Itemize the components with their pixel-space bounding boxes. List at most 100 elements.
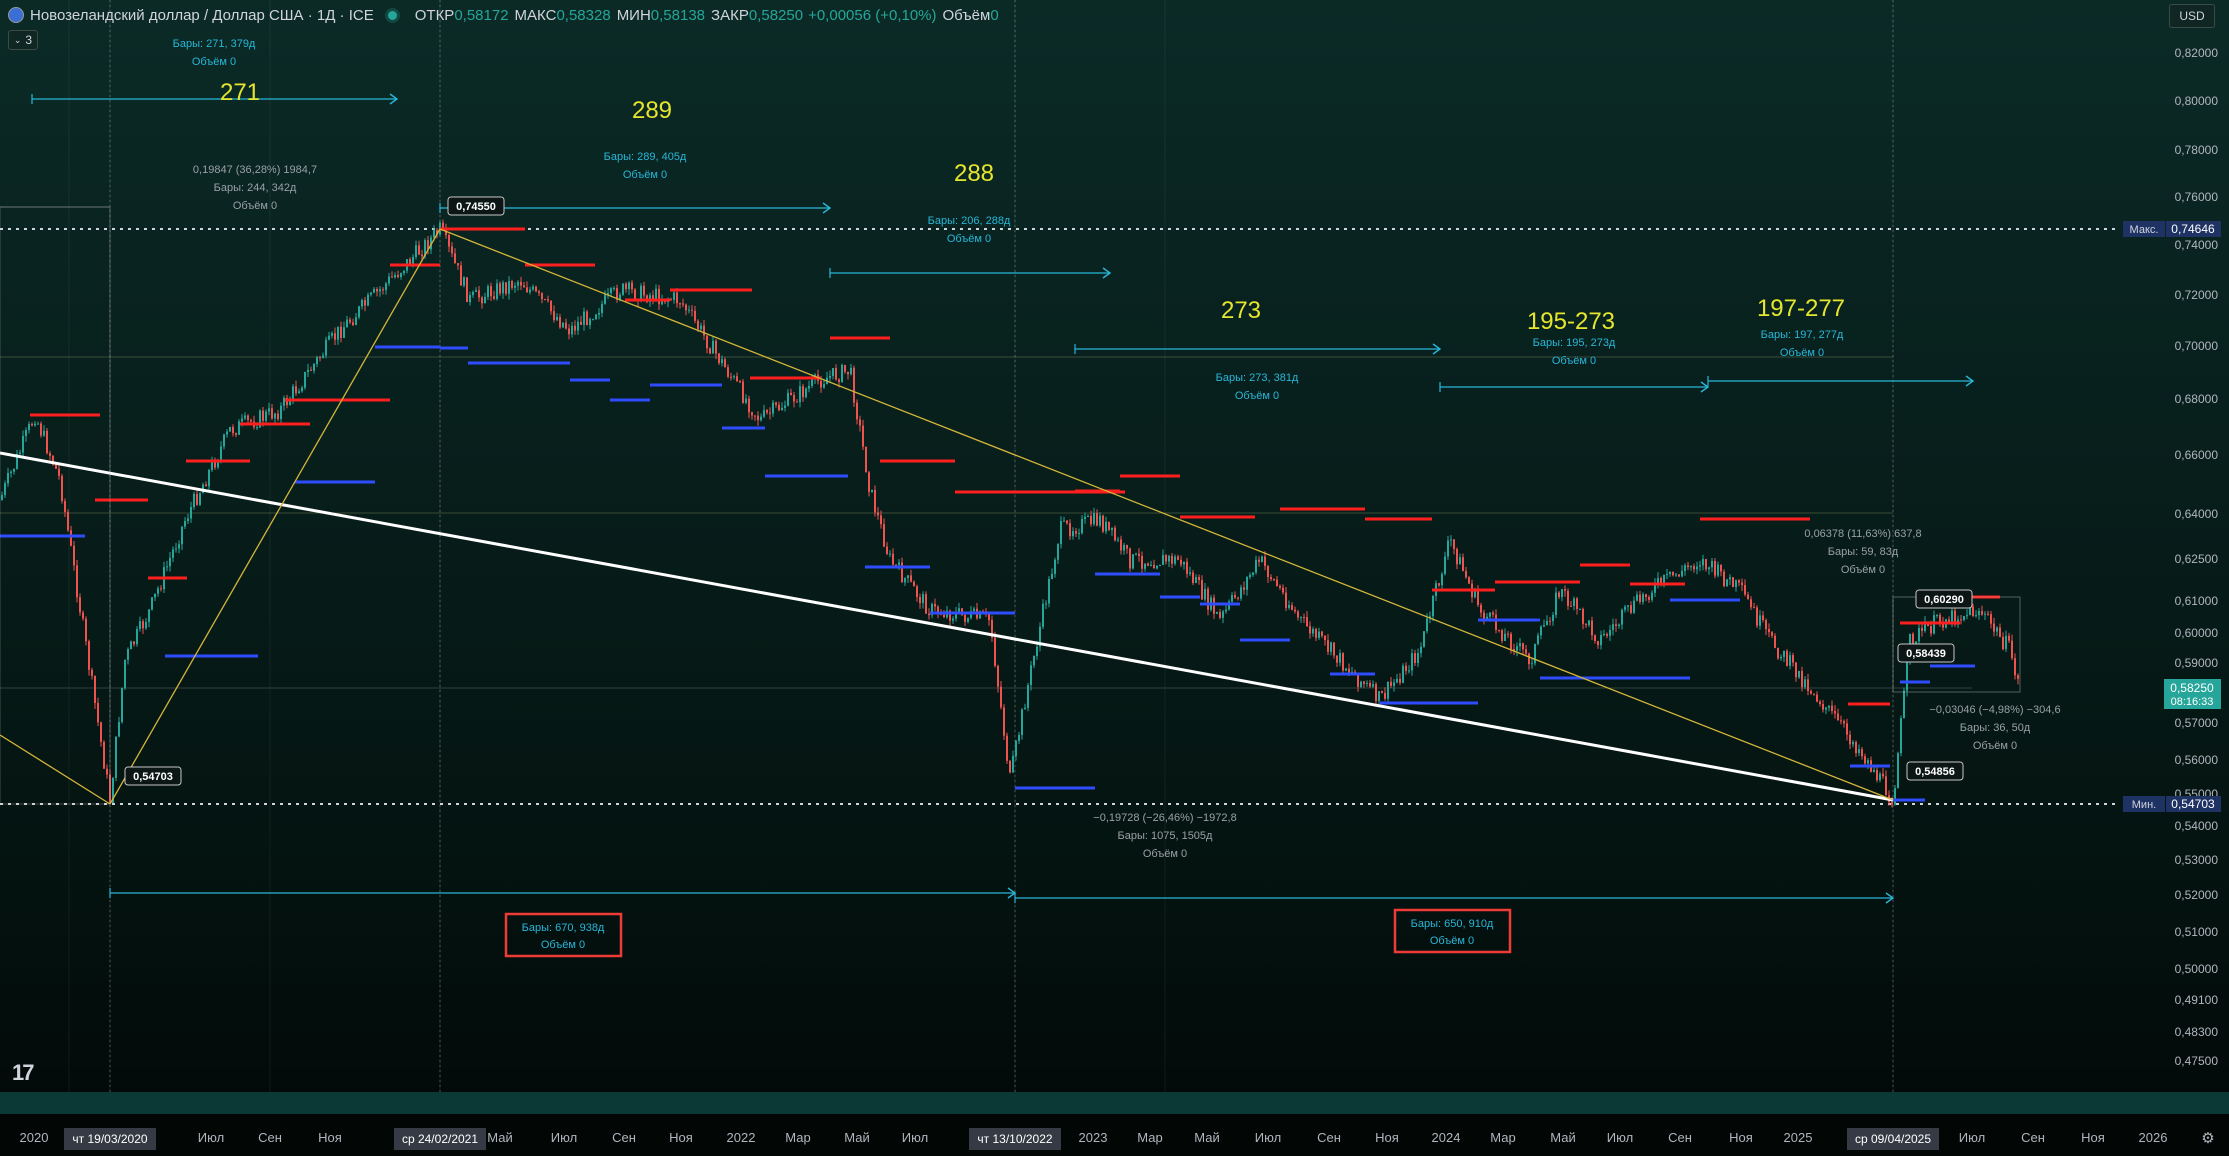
candle-body: [91, 669, 93, 676]
candle-body: [769, 412, 771, 414]
candle-body: [70, 530, 72, 546]
candle-body: [1858, 749, 1860, 754]
candle-body: [1198, 577, 1200, 581]
candle-body: [1492, 612, 1494, 615]
price-tick-label: 0,61000: [2175, 594, 2219, 608]
candle-body: [1891, 802, 1893, 805]
candle-body: [745, 398, 747, 403]
bars-measure-label: Бары: 273, 381д: [1216, 372, 1299, 384]
candle-body: [274, 413, 276, 419]
candle-body: [1498, 629, 1500, 631]
candle-body: [1036, 646, 1038, 657]
tradingview-logo[interactable]: 17: [12, 1060, 35, 1085]
time-highlight-box: [969, 1128, 1061, 1150]
countdown: 08:16:33: [2171, 696, 2214, 708]
candle-body: [943, 614, 945, 618]
time-tick-label: Ноя: [1729, 1130, 1753, 1145]
candle-body: [628, 282, 630, 290]
bars-range-label: Бары: 1075, 1505д: [1118, 830, 1214, 842]
time-tick-label: Май: [844, 1130, 869, 1145]
currency-button[interactable]: USD: [2169, 4, 2215, 28]
highlight-box: [1393, 908, 1512, 954]
range-arrow-head: [822, 202, 832, 214]
time-tick-label: Июл: [198, 1130, 224, 1145]
candle-body: [1951, 610, 1953, 624]
candle-body: [1441, 573, 1443, 586]
candle-body: [844, 364, 846, 372]
candle-body: [850, 367, 852, 375]
candle-body: [1273, 579, 1275, 581]
range-arrow-head: [1432, 343, 1442, 355]
candle-body: [1840, 720, 1842, 722]
candle-body: [1039, 626, 1041, 647]
chevron-down-icon: ⌄: [13, 34, 22, 45]
candle-body: [331, 333, 333, 336]
candle-body: [1831, 705, 1833, 712]
candle-body: [529, 289, 531, 293]
candle-body: [7, 472, 9, 484]
time-tick-label: Ноя: [2081, 1130, 2105, 1145]
candle-body: [904, 578, 906, 583]
max-value: 0,74646: [2171, 222, 2215, 236]
candle-body: [970, 611, 972, 618]
candle-body: [259, 410, 261, 428]
candle-body: [886, 546, 888, 554]
candle-body: [1051, 573, 1053, 579]
symbol-legend[interactable]: Новозеландский доллар / Доллар США · 1Д …: [8, 4, 999, 26]
candle-body: [544, 299, 546, 301]
volume-measure-label: Объём 0: [1780, 347, 1824, 359]
candle-body: [25, 430, 27, 437]
candle-body: [793, 394, 795, 402]
candle-body: [1183, 561, 1185, 565]
candle-body: [1897, 753, 1899, 789]
candle-body: [1663, 574, 1665, 585]
candle-body: [715, 340, 717, 354]
indicators-toggle-button[interactable]: ⌄ 3: [8, 30, 38, 50]
candle-body: [472, 291, 474, 296]
time-tick-label: 2020: [20, 1130, 49, 1145]
bars-range-label: Бары: 59, 83д: [1828, 546, 1899, 558]
candle-body: [1735, 580, 1737, 588]
candle-body: [1312, 628, 1314, 634]
low-value: 0,58138: [650, 6, 706, 24]
candle-body: [910, 575, 912, 582]
open-label: ОТКР: [414, 6, 455, 24]
time-axis-strip: [0, 1092, 2229, 1114]
candle-body: [1174, 556, 1176, 564]
candle-body: [1657, 577, 1659, 584]
candle-body: [1675, 574, 1677, 576]
candle-body: [1423, 631, 1425, 647]
range-arrow-head: [1965, 375, 1975, 387]
candle-body: [1420, 646, 1422, 654]
volume-label: Объём: [942, 6, 991, 24]
candle-body: [889, 553, 891, 555]
time-tick-label: Ноя: [1375, 1130, 1399, 1145]
candle-body: [1591, 620, 1593, 636]
open-value: 0,58172: [454, 6, 509, 24]
candle-body: [1330, 642, 1332, 652]
candle-body: [1753, 607, 1755, 609]
candle-body: [1387, 681, 1389, 699]
candle-body: [1705, 559, 1707, 570]
symbol-title[interactable]: Новозеландский доллар / Доллар США · 1Д …: [30, 6, 374, 24]
bars-range-label: Бары: 36, 50д: [1960, 722, 2031, 734]
candle-body: [310, 369, 312, 371]
cycle-count-label: 289: [632, 97, 672, 124]
candle-body: [1504, 633, 1506, 641]
candle-body: [415, 245, 417, 257]
candle-body: [805, 388, 807, 398]
candle-body: [1294, 609, 1296, 612]
volume-measure-label: Объём 0: [192, 56, 236, 68]
candle-body: [154, 593, 156, 598]
range-arrow-head: [1102, 267, 1112, 279]
min-value: 0,54703: [2171, 797, 2215, 811]
candle-body: [412, 256, 414, 265]
candle-body: [1453, 539, 1455, 549]
candle-body: [895, 564, 897, 566]
gear-icon[interactable]: ⚙: [2201, 1130, 2215, 1147]
candle-body: [1990, 614, 1992, 624]
candle-body: [1963, 616, 1965, 621]
candle-body: [523, 285, 525, 288]
candle-body: [1270, 577, 1272, 580]
